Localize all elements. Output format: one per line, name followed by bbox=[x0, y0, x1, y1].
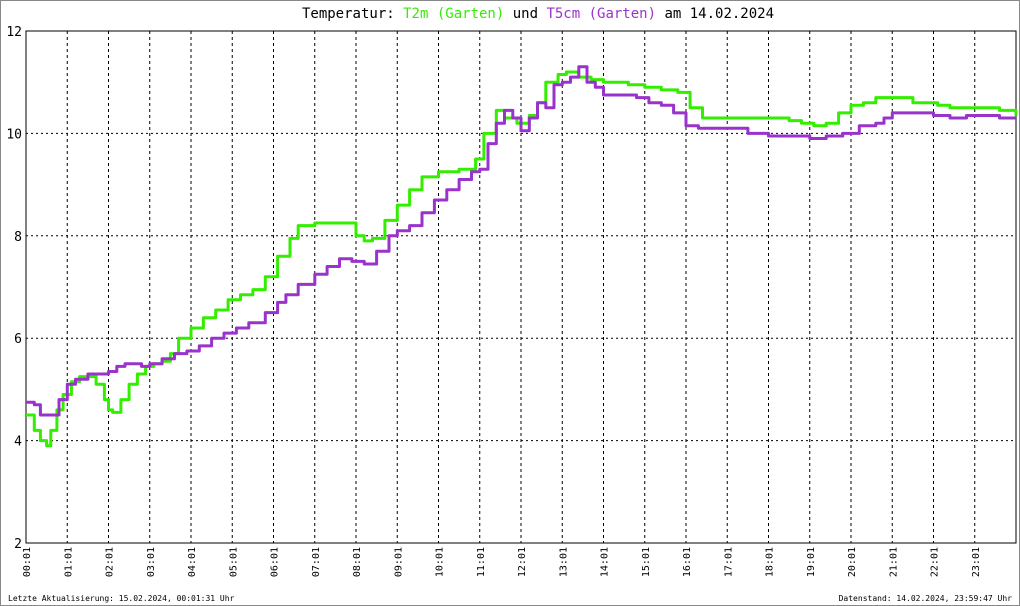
x-tick-label: 13:01 bbox=[558, 547, 569, 577]
series-line-t5cm bbox=[26, 65, 1016, 417]
y-tick-labels: 2 4 6 8 10 12 bbox=[6, 25, 22, 552]
y-tick-label: 8 bbox=[14, 230, 22, 245]
x-tick-label: 19:01 bbox=[806, 547, 817, 577]
x-tick-label: 17:01 bbox=[723, 547, 734, 577]
x-tick-label: 23:01 bbox=[971, 547, 982, 577]
title-part-1: T2m (Garten) bbox=[403, 6, 504, 22]
y-tick-label: 4 bbox=[14, 435, 22, 450]
x-tick-label: 01:01 bbox=[63, 547, 74, 577]
y-tick-label: 2 bbox=[14, 537, 22, 552]
y-tick-label: 12 bbox=[6, 25, 22, 40]
plot-border bbox=[25, 30, 1017, 544]
x-tick-label: 11:01 bbox=[476, 547, 487, 577]
chart-title: Temperatur: T2m (Garten) und T5cm (Garte… bbox=[302, 6, 774, 22]
title-part-0: Temperatur: bbox=[302, 6, 403, 22]
x-tick-label: 22:01 bbox=[930, 547, 941, 577]
y-tick-label: 10 bbox=[6, 127, 22, 142]
x-tick-label: 02:01 bbox=[105, 547, 116, 577]
x-tick-label: 12:01 bbox=[517, 547, 528, 577]
x-tick-label: 07:01 bbox=[311, 547, 322, 577]
x-tick-label: 18:01 bbox=[765, 547, 776, 577]
x-tick-label: 05:01 bbox=[228, 547, 239, 577]
x-tick-label: 10:01 bbox=[435, 547, 446, 577]
title-part-2: und bbox=[504, 6, 546, 22]
x-tick-label: 06:01 bbox=[270, 547, 281, 577]
x-tick-labels: 00:01 01:01 02:01 03:01 04:01 05:01 06:01 07:01… bbox=[22, 547, 982, 577]
x-tick-label: 16:01 bbox=[682, 547, 693, 577]
x-tick-label: 15:01 bbox=[641, 547, 652, 577]
x-tick-label: 04:01 bbox=[187, 547, 198, 577]
footer-left: Letzte Aktualisierung: 15.02.2024, 00:01… bbox=[8, 594, 235, 603]
series-layer bbox=[26, 65, 1018, 448]
title-part-3: T5cm (Garten) bbox=[546, 6, 656, 22]
x-tick-label: 00:01 bbox=[22, 547, 33, 577]
x-tick-label: 09:01 bbox=[393, 547, 404, 577]
x-tick-label: 14:01 bbox=[600, 547, 611, 577]
x-tick-label: 08:01 bbox=[352, 547, 363, 577]
y-tick-label: 6 bbox=[14, 332, 22, 347]
title-part-4: am 14.02.2024 bbox=[656, 6, 774, 22]
x-tick-label: 03:01 bbox=[146, 547, 157, 577]
x-tick-label: 20:01 bbox=[847, 547, 858, 577]
footer-right: Datenstand: 14.02.2024, 23:59:47 Uhr bbox=[839, 594, 1013, 603]
x-tick-label: 21:01 bbox=[888, 547, 899, 577]
series-line-t2m bbox=[26, 70, 1018, 448]
